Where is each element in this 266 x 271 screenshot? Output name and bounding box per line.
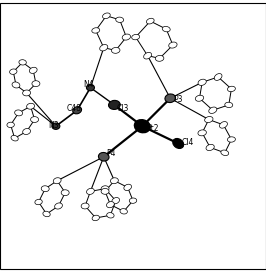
Ellipse shape	[86, 85, 94, 91]
Ellipse shape	[23, 128, 31, 134]
Ellipse shape	[124, 184, 131, 191]
Ellipse shape	[219, 122, 227, 128]
Text: C48: C48	[66, 104, 81, 113]
Ellipse shape	[134, 120, 150, 133]
Ellipse shape	[100, 44, 108, 51]
Ellipse shape	[19, 60, 26, 65]
Ellipse shape	[101, 188, 109, 194]
Ellipse shape	[122, 34, 131, 40]
Ellipse shape	[41, 186, 49, 192]
Ellipse shape	[227, 137, 235, 142]
Ellipse shape	[195, 95, 204, 101]
Ellipse shape	[101, 186, 109, 192]
Ellipse shape	[162, 26, 170, 32]
Ellipse shape	[11, 135, 18, 141]
Ellipse shape	[61, 190, 69, 196]
Ellipse shape	[53, 178, 61, 184]
Text: P3: P3	[173, 95, 183, 104]
Ellipse shape	[102, 13, 110, 19]
Ellipse shape	[43, 211, 50, 217]
Ellipse shape	[225, 102, 233, 108]
Ellipse shape	[35, 199, 42, 205]
Ellipse shape	[106, 202, 114, 208]
Ellipse shape	[146, 18, 154, 24]
Text: Cl4: Cl4	[182, 138, 194, 147]
Ellipse shape	[198, 130, 206, 136]
Ellipse shape	[129, 198, 137, 203]
Ellipse shape	[110, 178, 118, 184]
Ellipse shape	[209, 107, 217, 114]
Ellipse shape	[81, 203, 89, 209]
Ellipse shape	[23, 90, 31, 96]
Ellipse shape	[73, 107, 82, 114]
Ellipse shape	[144, 52, 152, 59]
Ellipse shape	[169, 42, 177, 48]
Ellipse shape	[132, 34, 140, 40]
Ellipse shape	[15, 110, 23, 116]
Ellipse shape	[227, 86, 235, 92]
Ellipse shape	[205, 117, 213, 122]
Ellipse shape	[86, 188, 94, 194]
Text: P4: P4	[106, 149, 116, 158]
Ellipse shape	[7, 122, 14, 128]
Ellipse shape	[107, 213, 114, 218]
Ellipse shape	[92, 215, 99, 221]
Ellipse shape	[10, 69, 17, 74]
Ellipse shape	[165, 94, 176, 102]
Ellipse shape	[112, 198, 119, 204]
Ellipse shape	[221, 150, 229, 156]
Ellipse shape	[120, 209, 127, 214]
Ellipse shape	[109, 100, 120, 109]
Ellipse shape	[116, 17, 124, 22]
Text: Cl3: Cl3	[117, 104, 129, 113]
Ellipse shape	[52, 123, 60, 129]
Ellipse shape	[27, 103, 35, 109]
Ellipse shape	[29, 67, 37, 73]
Ellipse shape	[98, 153, 109, 161]
Ellipse shape	[155, 56, 164, 61]
Ellipse shape	[111, 47, 120, 53]
Ellipse shape	[206, 144, 214, 151]
Ellipse shape	[55, 203, 63, 209]
Ellipse shape	[92, 28, 100, 33]
Ellipse shape	[214, 73, 222, 80]
Ellipse shape	[12, 82, 20, 88]
Ellipse shape	[32, 81, 40, 86]
Text: N4: N4	[83, 80, 94, 89]
Ellipse shape	[198, 79, 206, 85]
Text: Pt2: Pt2	[146, 124, 158, 133]
Ellipse shape	[31, 117, 39, 122]
Text: N3: N3	[48, 121, 59, 130]
Ellipse shape	[173, 138, 184, 149]
